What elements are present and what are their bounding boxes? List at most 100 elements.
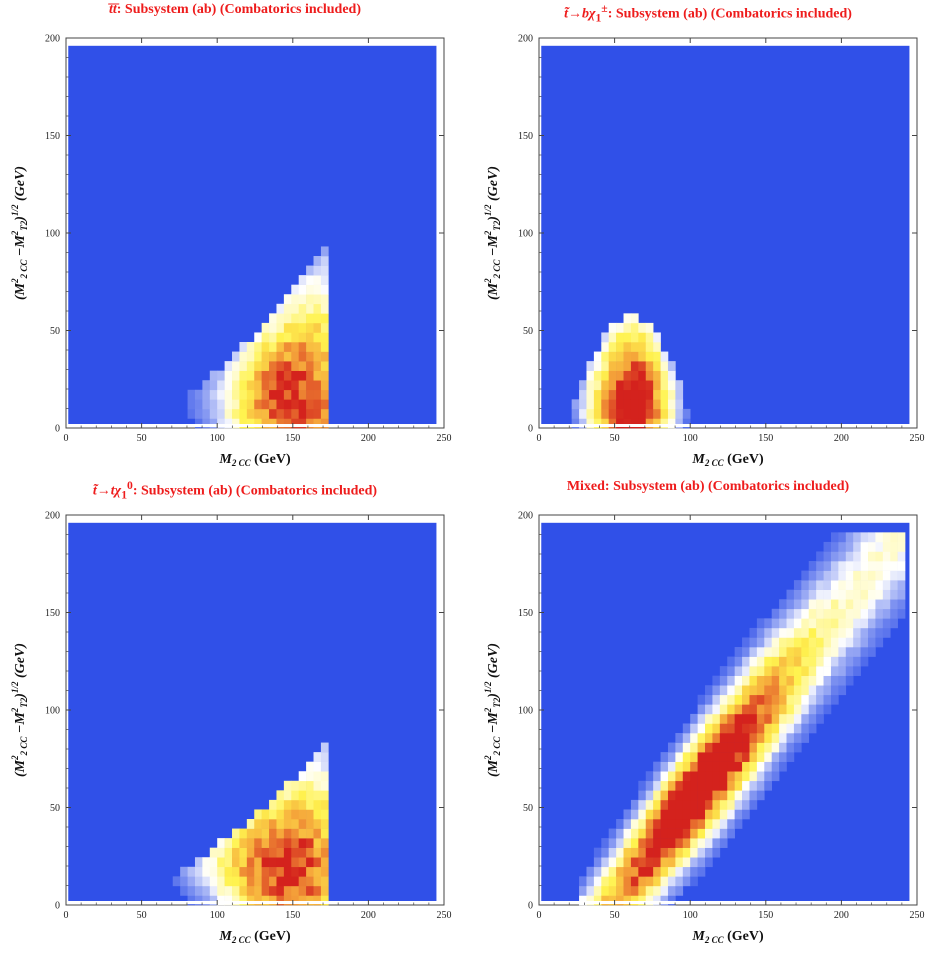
heatmap-cell (276, 322, 285, 333)
heatmap-cell (705, 857, 713, 868)
heatmap-cell (593, 389, 602, 400)
heatmap-cell (623, 809, 632, 820)
heatmap-cell (838, 637, 847, 648)
heatmap-cell (224, 380, 233, 391)
heatmap-cell (823, 561, 832, 571)
heatmap-cell (276, 380, 285, 391)
y-tick-label: 0 (528, 424, 533, 435)
heatmap-cell (845, 675, 854, 686)
heatmap-cell (719, 704, 728, 715)
heatmap-cell (645, 828, 654, 839)
heatmap-cells (571, 313, 691, 429)
heatmap-cell (816, 713, 824, 724)
heatmap-cell (838, 570, 847, 581)
heatmap-cell (875, 532, 884, 543)
heatmap-cell (830, 551, 839, 562)
heatmap-cell (306, 275, 314, 285)
heatmap-cell (764, 685, 772, 696)
heatmap-cell (830, 647, 839, 657)
heatmap-cell (653, 380, 661, 391)
heatmap-cell (675, 752, 684, 762)
heatmap-cell (660, 361, 669, 371)
heatmap-cell (623, 342, 632, 352)
heatmap-cell (868, 627, 876, 638)
y-tick-label: 200 (45, 34, 60, 45)
heatmap-cell (232, 876, 240, 887)
heatmap-cell (306, 876, 314, 887)
heatmap-cell (830, 561, 839, 571)
heatmap-cell (897, 599, 906, 610)
heatmap-cell (675, 761, 684, 772)
heatmap-cell (660, 761, 669, 772)
heatmap-cell (630, 799, 639, 810)
heatmap-cell (771, 647, 780, 657)
heatmap-cell (298, 399, 307, 410)
heatmap-cell (667, 408, 676, 419)
heatmap-cell (727, 713, 735, 724)
heatmap-cell (779, 685, 787, 696)
heatmap-cell (320, 294, 329, 305)
heatmap-cell (246, 866, 255, 877)
heatmap-cell (786, 647, 795, 657)
heatmap-cell (697, 752, 706, 762)
heatmap-cell (816, 647, 824, 657)
heatmap-cell (593, 847, 602, 858)
heatmap-cell (217, 399, 225, 410)
heatmap-cell (645, 790, 654, 801)
heatmap-cell (875, 589, 884, 600)
heatmap-cell (705, 685, 713, 696)
heatmap-cell (705, 752, 713, 762)
heatmap-cell (771, 694, 780, 705)
heatmap-cell (291, 828, 299, 839)
heatmap-cell (719, 761, 728, 772)
heatmap-cell (239, 389, 248, 400)
heatmap-cell (860, 627, 869, 638)
y-axis-label: (M22 CC −M2T2)1/2 (GeV) (483, 166, 502, 300)
heatmap-cell (269, 313, 277, 324)
heatmap-cell (742, 733, 750, 743)
heatmap-cell (756, 656, 765, 667)
heatmap-cell (623, 351, 632, 362)
heatmap-cell (830, 541, 839, 552)
heatmap-cell (224, 866, 233, 877)
heatmap-cell (705, 704, 713, 715)
heatmap-cell (890, 532, 898, 543)
heatmap-cell (630, 399, 639, 410)
heatmap-cell (616, 866, 624, 877)
heatmap-cell (890, 551, 898, 562)
heatmap-cell (209, 857, 218, 868)
heatmap-cell (764, 618, 772, 629)
heatmap-cell (860, 541, 869, 552)
heatmap-cell (313, 256, 322, 266)
heatmap-cell (823, 541, 832, 552)
heatmap-cell (890, 618, 898, 629)
heatmap-cell (823, 589, 832, 600)
heatmap-cell (838, 618, 847, 629)
heatmap-cell (845, 551, 854, 562)
heatmap-cell (771, 675, 780, 686)
heatmap-cell (593, 370, 602, 381)
heatmap-cell (727, 752, 735, 762)
axis-gap (540, 901, 916, 904)
heatmap-cell (712, 713, 721, 724)
x-tick-label: 200 (361, 433, 376, 444)
heatmap-cell (764, 733, 772, 743)
heatmap-cell (320, 838, 329, 848)
heatmap-cell (838, 627, 847, 638)
heatmap-cell (254, 351, 262, 362)
heatmap-cell (224, 370, 233, 381)
heatmap-cell (269, 370, 277, 381)
heatmap-cell (254, 389, 262, 400)
heatmap-cell (868, 561, 876, 571)
heatmap-cell (653, 761, 661, 772)
heatmap-cell (853, 599, 861, 610)
heatmap-cell (793, 589, 802, 600)
heatmap-cell (734, 761, 743, 772)
heatmap-cell (593, 380, 602, 391)
heatmap-cell (742, 780, 750, 791)
heatmap-cell (306, 771, 314, 782)
heatmap-cell (306, 284, 314, 295)
heatmap-cell (838, 656, 847, 667)
heatmap-cell (298, 408, 307, 419)
heatmap-cell (712, 742, 721, 753)
